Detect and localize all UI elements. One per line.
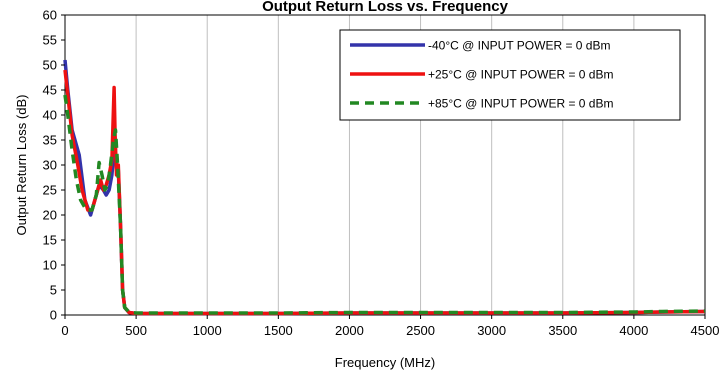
x-tick-label: 4500: [691, 323, 720, 338]
y-tick-label: 20: [43, 208, 57, 223]
legend: -40°C @ INPUT POWER = 0 dBm +25°C @ INPUT…: [339, 29, 681, 121]
x-tick-label: 500: [125, 323, 147, 338]
y-tick-label: 40: [43, 108, 57, 123]
x-tick-label: 4000: [619, 323, 648, 338]
x-tick-label: 0: [61, 323, 68, 338]
y-tick-label: 25: [43, 183, 57, 198]
x-tick-label: 1000: [193, 323, 222, 338]
x-axis-title: Frequency (MHz): [335, 355, 435, 370]
x-tick-label: 1500: [264, 323, 293, 338]
y-tick-label: 5: [50, 283, 57, 298]
chart-title: Output Return Loss vs. Frequency: [262, 0, 509, 15]
x-tick-label: 2000: [335, 323, 364, 338]
y-tick-label: 45: [43, 83, 57, 98]
legend-label: -40°C @ INPUT POWER = 0 dBm: [428, 39, 610, 53]
legend-label: +25°C @ INPUT POWER = 0 dBm: [428, 68, 613, 82]
x-tick-label: 2500: [406, 323, 435, 338]
x-tick-label: 3500: [548, 323, 577, 338]
legend-label: +85°C @ INPUT POWER = 0 dBm: [428, 97, 613, 111]
series-line-3: [63, 94, 706, 315]
y-axis-title: Output Return Loss (dB): [14, 95, 29, 236]
y-tick-label: 35: [43, 133, 57, 148]
x-axis-ticks: 0 500 1000 1500 2000 2500 3000 3500 4000 4500: [61, 315, 719, 338]
y-tick-label: 60: [43, 8, 57, 23]
y-tick-label: 50: [43, 58, 57, 73]
x-tick-label: 3000: [477, 323, 506, 338]
y-tick-label: 15: [43, 233, 57, 248]
y-tick-label: 55: [43, 33, 57, 48]
series-group: [63, 59, 706, 316]
y-tick-label: 10: [43, 258, 57, 273]
y-tick-label: 30: [43, 158, 57, 173]
y-tick-label: 0: [50, 308, 57, 323]
y-axis-ticks: 0 5 10 15 20 25 30 35 40 45 50 55 60: [43, 8, 65, 323]
